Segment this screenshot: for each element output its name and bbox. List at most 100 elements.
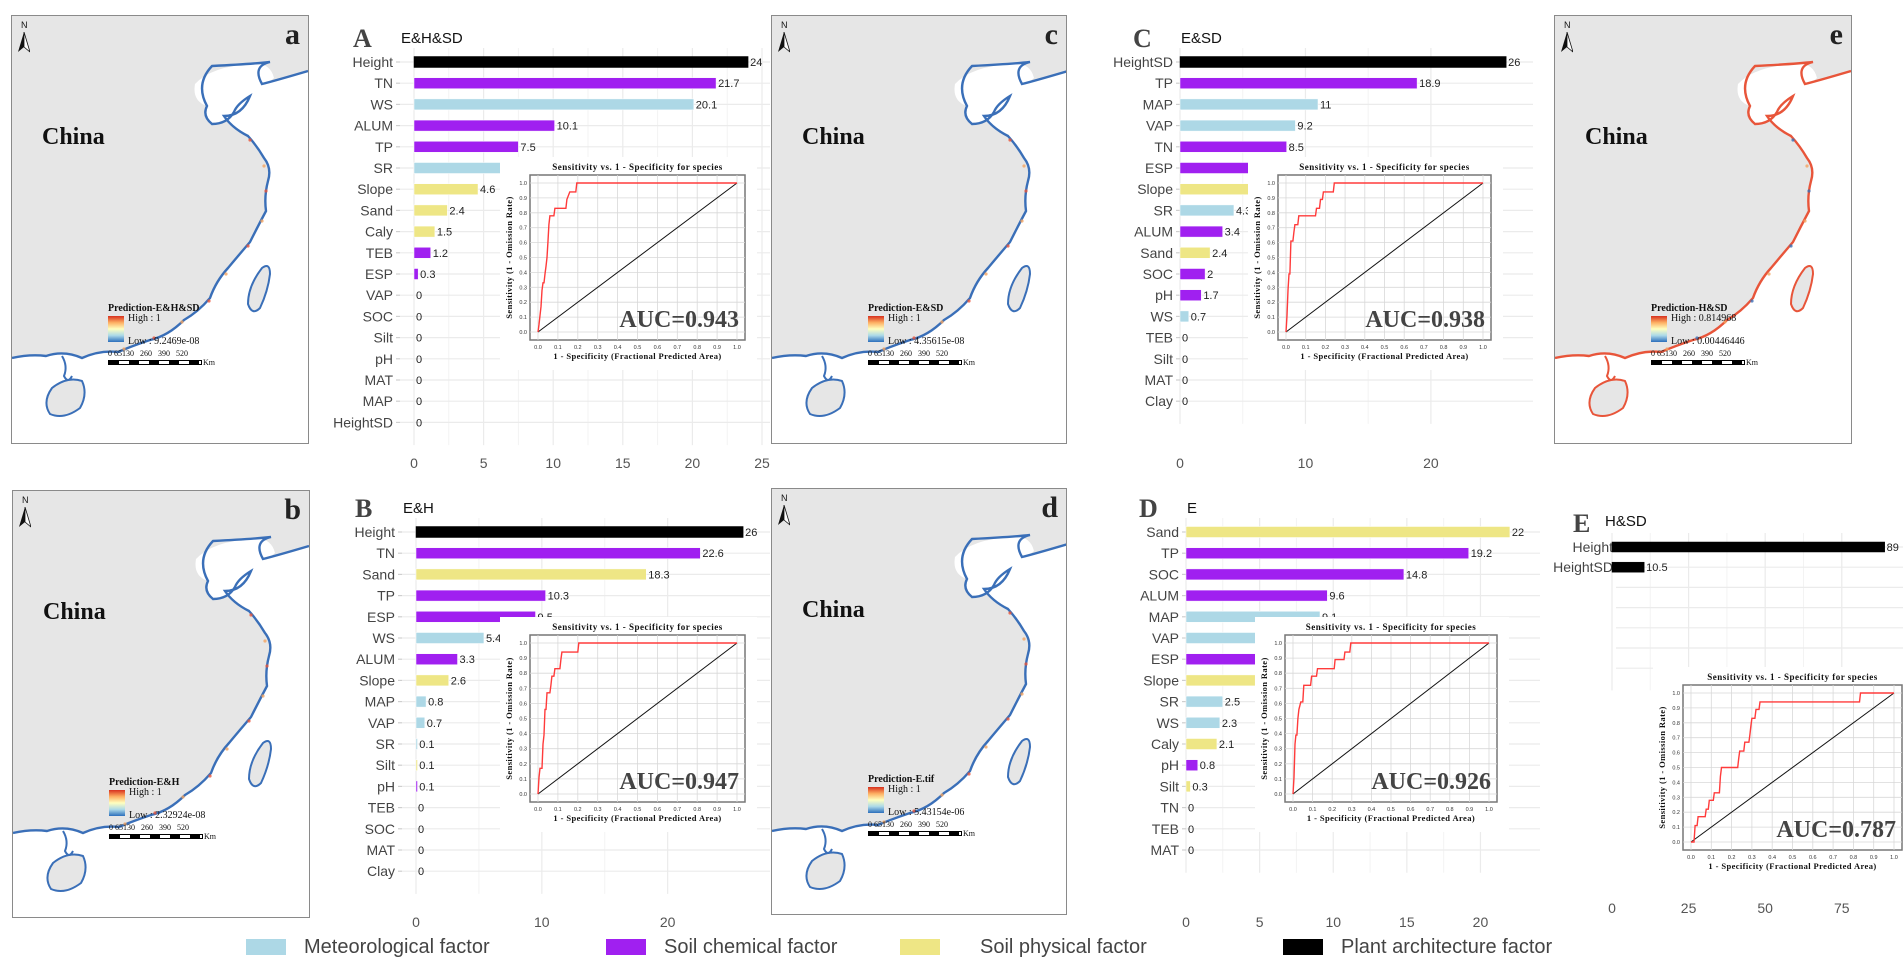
roc-x-tick-label: 0.2 [1728,855,1736,861]
y-tick-label: TP [377,588,395,604]
roc-x-tick-label: 1.0 [733,807,741,813]
roc-x-tick-label: 0.5 [1789,855,1797,861]
roc-x-tick-label: 0.1 [1302,345,1310,351]
bar-value-label: 20.1 [696,99,717,111]
bar-value-label: 0.7 [1191,311,1206,323]
x-tick-label: 10 [1325,914,1341,930]
map-legend-low: Low : 2.32924e-08 [129,810,206,821]
roc-curve [537,642,737,795]
roc-x-axis-label: 1 - Specificity (Fractional Predicted Ar… [1300,351,1468,361]
roc-y-tick-label: 0.1 [519,777,527,783]
peninsula-coast [821,828,833,854]
coastline [772,60,1066,360]
coast-hotspot [984,745,988,749]
north-label: N [781,20,788,30]
y-tick-label: MAT [366,842,395,858]
y-tick-label: Slope [1137,181,1173,197]
y-tick-label: Slope [357,181,393,197]
roc-y-tick-label: 0.7 [1672,736,1680,742]
roc-y-tick-label: 0.7 [1267,226,1275,232]
roc-x-tick-label: 0.8 [1446,807,1454,813]
roc-curve [1691,692,1894,843]
bar [413,204,448,217]
y-tick-label: Height [355,524,396,540]
coast-hotspot [208,774,212,778]
coast-hotspot [261,694,265,698]
roc-x-tick-label: 0.3 [594,345,602,351]
north-label: N [781,493,788,503]
coast-hotspot [122,347,126,351]
legend-label: Soil chemical factor [664,935,838,958]
coast-hotspot [1020,219,1024,223]
y-tick-label: ALUM [354,118,393,134]
coast-hotspot [967,772,971,776]
roc-x-tick-label: 0.0 [1289,807,1297,813]
roc-y-tick-label: 0.0 [1274,792,1282,798]
map-scale-bar [868,360,962,365]
roc-x-tick-label: 0.0 [534,345,542,351]
bar-value-label: 1.2 [433,248,448,260]
map-scale-labels: 0 65130 260 390 520 [868,349,948,358]
coast-hotspot [123,822,127,826]
land-mass [12,16,308,358]
bar [1179,119,1296,132]
bar [413,56,749,68]
roc-y-tick-label: 0.4 [1672,780,1680,786]
bar-value-label: 5.4 [486,633,501,645]
bar-value-label: 0 [1182,354,1188,366]
legend-swatch [246,939,286,955]
roc-title: Sensitivity vs. 1 - Specificity for spec… [1306,622,1477,632]
roc-x-axis-label: 1 - Specificity (Fractional Predicted Ar… [553,351,721,361]
roc-y-axis-label: Sensitivity (1 - Omission Rate) [1259,657,1269,779]
bar [415,589,546,602]
bar [413,183,479,195]
bar [1185,547,1469,559]
y-tick-label: TEB [368,800,395,816]
bar [413,77,717,89]
coast-hotspot [912,336,916,340]
country-label: China [43,599,106,625]
y-tick-label: VAP [1152,630,1179,646]
bohai-sea [1737,63,1817,124]
bar-value-label: 26 [745,527,757,539]
roc-y-tick-label: 0.1 [1274,777,1282,783]
bar-chart-canvas: Height26TN22.6Sand18.3TP10.3ESP9.5WS5.4A… [355,518,770,930]
y-tick-label: TEB [1146,330,1173,346]
y-tick-label: Slope [359,672,395,688]
bohai-sea [954,63,1034,124]
y-tick-label: MAT [364,372,393,388]
bar-value-label: 10.5 [1646,562,1667,574]
roc-x-tick-label: 0.9 [1459,345,1467,351]
x-tick-label: 20 [660,914,676,930]
y-tick-label: MAP [363,393,393,409]
bar [1185,695,1224,708]
hainan-island [46,853,87,892]
legend-item-meteorological: Meteorological factor [246,932,490,962]
legend-swatch [900,939,940,955]
coast-hotspot [247,719,251,723]
bar-value-label: 0 [416,354,422,366]
bar-value-label: 19.2 [1471,548,1492,560]
map-legend-title: Prediction-H&SD [1651,303,1728,314]
bohai-sea [195,538,275,599]
bar [415,674,449,687]
x-tick-label: 25 [754,455,770,471]
roc-x-tick-label: 0.9 [713,807,721,813]
y-tick-label: Slope [1143,672,1179,688]
north-arrow-icon [19,507,31,528]
y-tick-label: WS [370,96,393,112]
bar-value-label: 7.5 [520,142,535,154]
roc-auc-label: AUC=0.787 [1776,817,1896,843]
y-tick-label: Clay [367,863,395,879]
roc-x-tick-label: 0.4 [614,807,622,813]
y-tick-label: WS [1150,308,1173,324]
coast-hotspot [1022,164,1026,168]
bar-value-label: 0 [418,866,424,878]
y-tick-label: ESP [367,609,395,625]
x-tick-label: 25 [1681,900,1697,916]
roc-y-tick-label: 0.0 [1267,330,1275,336]
y-tick-label: Silt [376,757,396,773]
coast-hotspot [1767,272,1771,276]
map-legend-colorramp [868,316,884,342]
roc-x-tick-label: 0.1 [1309,807,1317,813]
